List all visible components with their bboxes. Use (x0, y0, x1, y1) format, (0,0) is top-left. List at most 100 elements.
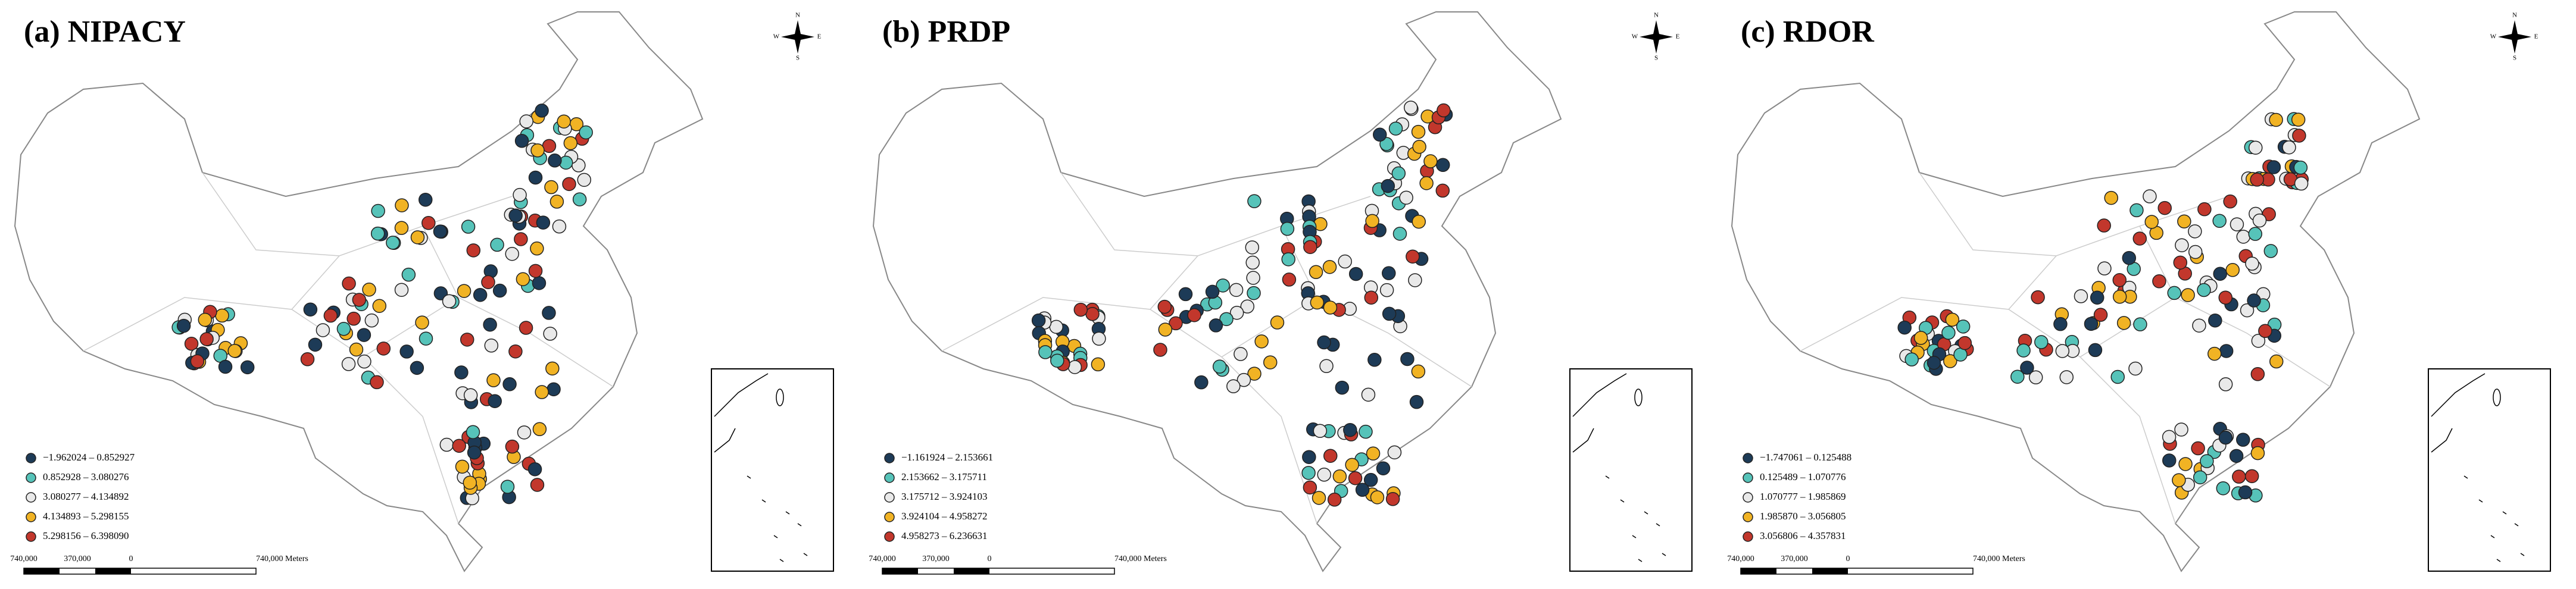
city-point (528, 264, 543, 278)
panel-title: (c) RDOR (1741, 15, 1875, 49)
scale-label: 370,000 (922, 554, 950, 563)
city-point (2010, 369, 2025, 384)
city-point (1317, 335, 1331, 350)
scale-label: 740,000 Meters (256, 554, 308, 563)
city-point (552, 219, 567, 234)
city-point (1435, 158, 1450, 173)
city-point (543, 327, 557, 341)
city-point (530, 241, 544, 256)
city-point (1282, 272, 1297, 287)
city-point (486, 373, 501, 387)
city-point (1335, 380, 1350, 395)
city-point (2177, 214, 2191, 228)
city-point (2122, 250, 2137, 265)
city-point (1178, 287, 1193, 302)
inset-map (711, 368, 834, 572)
city-point (1957, 336, 1972, 350)
compass-rose (781, 33, 814, 40)
legend-label: −1.962024 – 0.852927 (43, 452, 135, 463)
city-point (2144, 215, 2159, 229)
city-point (1406, 249, 1420, 264)
province-border (1281, 225, 1472, 387)
city-point (1229, 283, 1244, 297)
city-point (198, 312, 213, 327)
city-point (492, 283, 507, 298)
city-point (1372, 127, 1387, 142)
city-point (2197, 202, 2212, 217)
scale-seg (1741, 568, 1776, 574)
city-point (2240, 303, 2255, 318)
legend-label: 1.985870 – 3.056805 (1760, 510, 1846, 522)
city-point (2110, 369, 2125, 384)
city-point (2130, 203, 2144, 218)
city-point (2236, 433, 2250, 447)
province-border (291, 255, 340, 310)
city-point (481, 275, 495, 289)
inset-coast (2431, 428, 2453, 453)
city-point (1312, 491, 1326, 505)
city-point (1205, 284, 1220, 299)
city-point (1245, 240, 1260, 255)
city-point (1153, 343, 1167, 357)
city-point (442, 294, 457, 309)
city-point (1254, 334, 1269, 349)
city-point (490, 237, 504, 252)
city-point (483, 317, 497, 332)
legend-label: −1.747061 – 0.125488 (1760, 452, 1851, 463)
inset-dash (2463, 475, 2468, 479)
city-point (535, 104, 549, 118)
city-point (508, 344, 523, 359)
city-point (1303, 480, 1317, 495)
country-outline (14, 11, 704, 572)
city-point (2053, 317, 2068, 331)
city-point (454, 365, 469, 380)
city-point (2269, 112, 2283, 127)
legend-swatch (1743, 531, 1753, 542)
city-point (2181, 288, 2195, 302)
city-point (528, 170, 543, 185)
legend-label: 3.080277 – 4.134892 (43, 491, 129, 502)
city-point (1270, 315, 1285, 330)
city-point (508, 208, 523, 223)
country-outline (1731, 11, 2421, 572)
legend-label: 3.175712 – 3.924103 (901, 491, 988, 502)
inset-coast (714, 373, 769, 417)
city-point (455, 459, 470, 474)
city-point (401, 267, 416, 282)
city-point (2208, 313, 2222, 328)
city-point (532, 422, 547, 437)
city-point (2178, 457, 2193, 471)
city-point (1412, 139, 1426, 154)
city-point (1303, 240, 1317, 254)
city-point (336, 322, 351, 336)
city-point (1332, 469, 1347, 484)
city-point (1302, 450, 1316, 464)
scale-seg (954, 568, 989, 574)
scale-seg (1812, 568, 1848, 574)
city-point (2223, 194, 2237, 209)
city-point (1158, 322, 1173, 337)
inset-dash (747, 475, 751, 479)
city-point (2116, 316, 2131, 330)
compass-w: W (2490, 33, 2497, 40)
city-point (514, 232, 528, 246)
city-point (362, 283, 376, 297)
compass-w: W (773, 33, 780, 40)
city-point (2236, 230, 2251, 244)
city-point (2292, 129, 2306, 143)
city-point (473, 287, 488, 302)
city-point (1943, 354, 1957, 368)
compass-rose (2498, 33, 2531, 40)
inset-dash (1605, 475, 1610, 479)
city-point (346, 311, 361, 326)
city-point (502, 377, 517, 391)
city-point (410, 361, 424, 375)
province-border (422, 225, 614, 387)
city-point (1246, 271, 1260, 285)
legend-label: 0.125489 – 1.070776 (1760, 471, 1846, 483)
city-point (557, 114, 571, 129)
city-point (1400, 352, 1415, 366)
city-point (215, 308, 229, 323)
compass-n: N (2512, 12, 2517, 19)
